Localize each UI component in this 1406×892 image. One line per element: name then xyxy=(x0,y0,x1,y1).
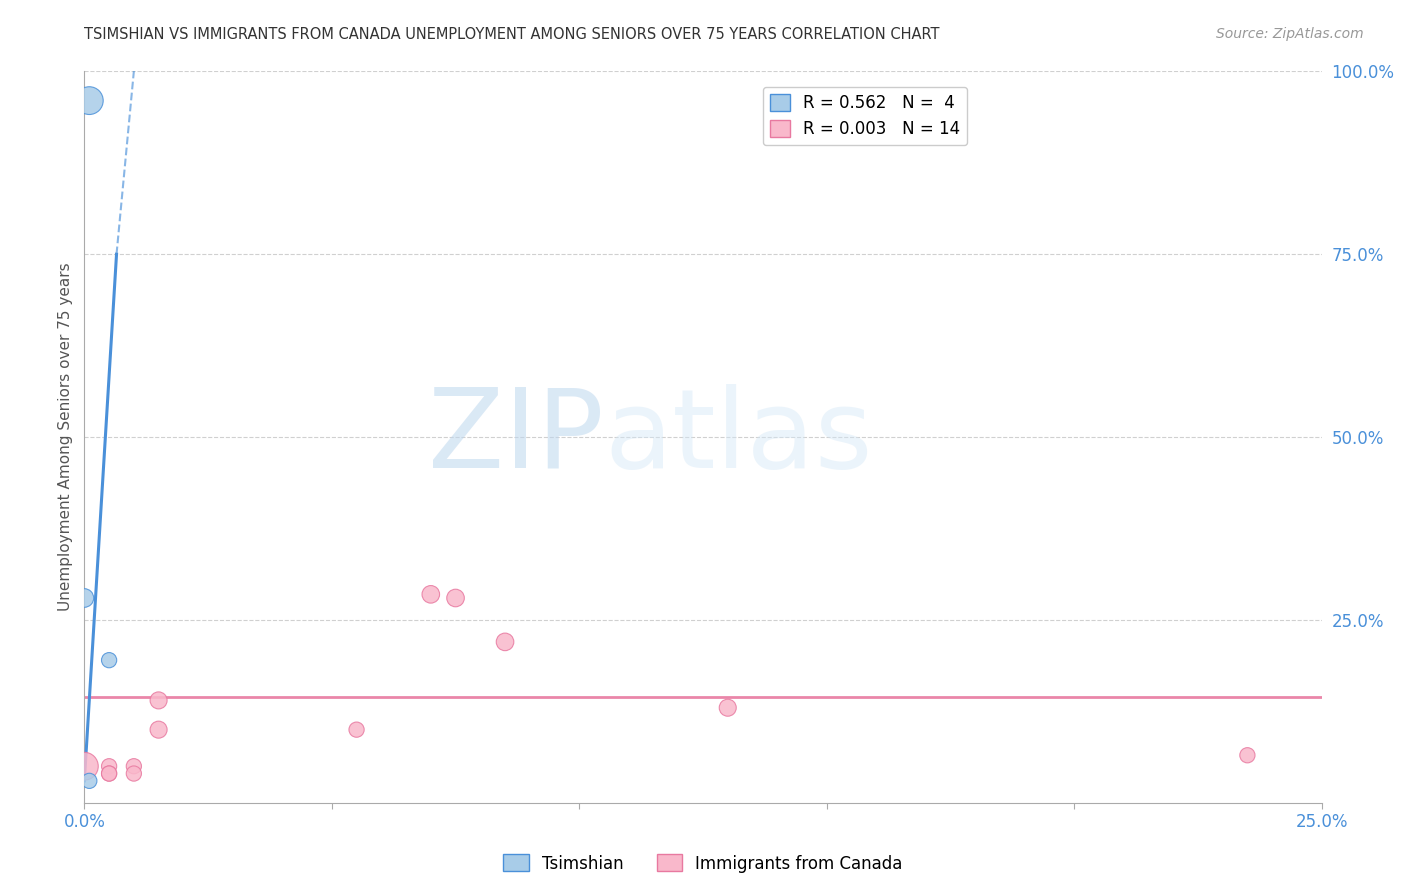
Point xyxy=(73,591,96,605)
Text: TSIMSHIAN VS IMMIGRANTS FROM CANADA UNEMPLOYMENT AMONG SENIORS OVER 75 YEARS COR: TSIMSHIAN VS IMMIGRANTS FROM CANADA UNEM… xyxy=(84,27,939,42)
Point xyxy=(717,700,740,714)
Point xyxy=(98,766,121,780)
Point xyxy=(444,591,467,605)
Point xyxy=(98,653,121,667)
Point xyxy=(98,766,121,780)
Text: atlas: atlas xyxy=(605,384,873,491)
Point xyxy=(122,766,145,780)
Y-axis label: Unemployment Among Seniors over 75 years: Unemployment Among Seniors over 75 years xyxy=(58,263,73,611)
Point xyxy=(419,587,441,601)
Legend: R = 0.562   N =  4, R = 0.003   N = 14: R = 0.562 N = 4, R = 0.003 N = 14 xyxy=(763,87,967,145)
Point xyxy=(98,759,121,773)
Point xyxy=(122,759,145,773)
Point xyxy=(148,723,170,737)
Text: ZIP: ZIP xyxy=(429,384,605,491)
Text: Source: ZipAtlas.com: Source: ZipAtlas.com xyxy=(1216,27,1364,41)
Point xyxy=(346,723,368,737)
Legend: Tsimshian, Immigrants from Canada: Tsimshian, Immigrants from Canada xyxy=(496,847,910,880)
Point xyxy=(79,94,101,108)
Point xyxy=(494,635,516,649)
Point xyxy=(148,693,170,707)
Point xyxy=(1236,748,1258,763)
Point xyxy=(79,773,101,788)
Point xyxy=(73,759,96,773)
